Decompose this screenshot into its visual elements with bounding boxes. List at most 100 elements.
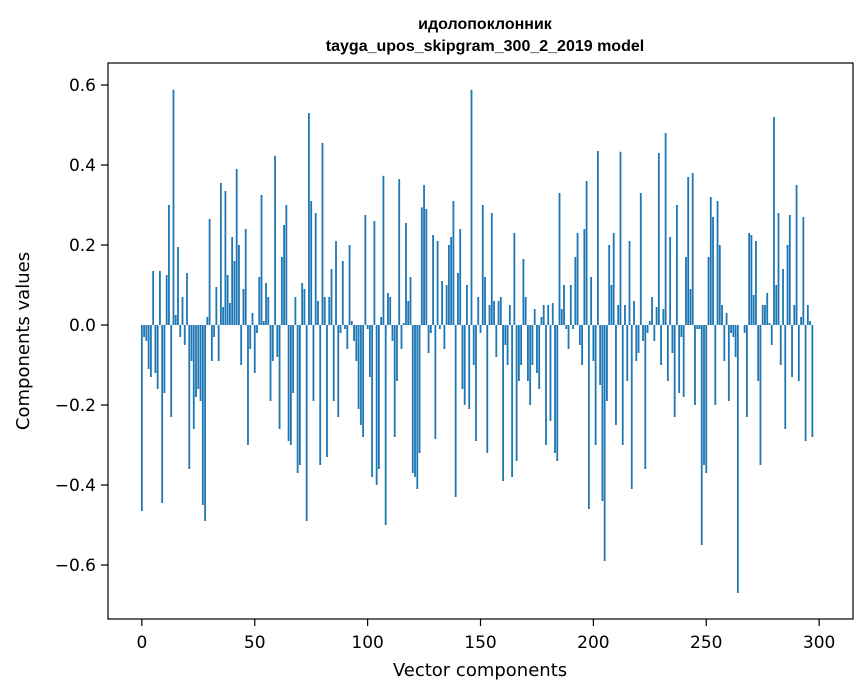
bar-172 [529, 325, 532, 405]
bar-46 [244, 229, 247, 325]
bar-146 [470, 89, 473, 325]
bar-192 [574, 257, 577, 325]
bar-108 [384, 325, 387, 525]
y-tick-label: −0.6 [55, 556, 96, 576]
bar-193 [576, 233, 579, 325]
bar-135 [445, 285, 448, 325]
bar-15 [174, 315, 177, 325]
bar-217 [630, 325, 633, 489]
bar-55 [265, 283, 267, 325]
bar-225 [648, 321, 651, 325]
bar-25 [197, 325, 200, 389]
y-tick-label: 0.0 [69, 316, 96, 336]
bar-190 [569, 285, 572, 325]
bar-274 [759, 325, 762, 465]
bar-16 [177, 247, 179, 325]
bar-250 [705, 325, 708, 473]
bars-group [140, 89, 816, 593]
bar-231 [662, 309, 665, 325]
bar-291 [797, 325, 800, 381]
bar-220 [637, 325, 640, 353]
bar-71 [301, 283, 304, 325]
bar-173 [531, 325, 534, 365]
bar-79 [319, 325, 322, 465]
bar-81 [323, 297, 326, 325]
bar-139 [454, 325, 457, 497]
bar-200 [592, 325, 595, 361]
bar-239 [680, 325, 683, 337]
bar-229 [657, 153, 660, 325]
bar-114 [398, 179, 401, 325]
bar-236 [673, 325, 676, 417]
bar-270 [750, 235, 753, 325]
bar-103 [373, 221, 376, 325]
bar-259 [725, 313, 728, 325]
bar-80 [321, 143, 324, 325]
bar-162 [506, 325, 509, 365]
bar-39 [229, 303, 231, 325]
bar-242 [687, 177, 690, 325]
bar-151 [481, 205, 484, 325]
bar-216 [628, 241, 631, 325]
y-tick-label: 0.4 [69, 156, 96, 176]
bar-205 [603, 325, 606, 561]
bar-84 [330, 269, 333, 325]
bar-34 [217, 325, 220, 361]
bar-182 [551, 303, 554, 325]
bar-117 [405, 223, 407, 325]
bar-153 [486, 325, 489, 453]
bar-281 [775, 285, 778, 325]
bar-2 [145, 325, 148, 341]
bar-56 [267, 297, 270, 325]
bar-264 [736, 325, 739, 593]
bar-72 [303, 289, 306, 325]
bar-123 [418, 325, 421, 453]
bar-212 [619, 151, 622, 325]
bar-247 [698, 325, 701, 329]
bar-180 [547, 305, 550, 325]
bar-294 [804, 325, 807, 441]
bar-261 [730, 325, 732, 333]
bar-130 [434, 325, 437, 439]
bar-210 [615, 325, 617, 425]
bar-147 [472, 325, 475, 365]
bar-256 [718, 245, 721, 325]
bar-127 [427, 325, 430, 353]
bar-176 [538, 325, 541, 389]
bar-282 [777, 213, 780, 325]
bar-73 [305, 325, 308, 521]
bar-186 [560, 309, 563, 325]
bar-276 [764, 305, 766, 325]
bar-206 [606, 325, 608, 401]
bar-3 [147, 325, 150, 369]
bar-286 [786, 245, 789, 325]
bar-227 [653, 325, 656, 341]
bar-9 [161, 325, 164, 503]
bar-199 [590, 277, 593, 325]
bar-31 [210, 325, 213, 361]
bar-95 [355, 325, 358, 361]
bar-74 [308, 113, 310, 325]
bar-98 [362, 325, 365, 437]
bar-47 [247, 325, 249, 445]
bar-223 [644, 325, 647, 469]
bar-228 [655, 307, 658, 325]
bar-44 [240, 325, 243, 365]
bar-115 [400, 325, 403, 349]
bar-208 [610, 285, 613, 325]
bar-65 [287, 325, 290, 441]
bar-289 [793, 305, 796, 325]
bar-82 [326, 325, 328, 457]
bar-253 [712, 217, 714, 325]
bar-165 [513, 233, 516, 325]
bar-244 [691, 173, 694, 325]
y-tick-label: −0.4 [55, 476, 96, 496]
bar-234 [669, 237, 672, 325]
bar-4 [149, 325, 152, 377]
bar-260 [727, 325, 730, 401]
bar-284 [782, 269, 784, 325]
bar-257 [721, 305, 723, 325]
bar-196 [583, 229, 586, 325]
bar-21 [188, 325, 191, 469]
bar-133 [441, 281, 444, 325]
